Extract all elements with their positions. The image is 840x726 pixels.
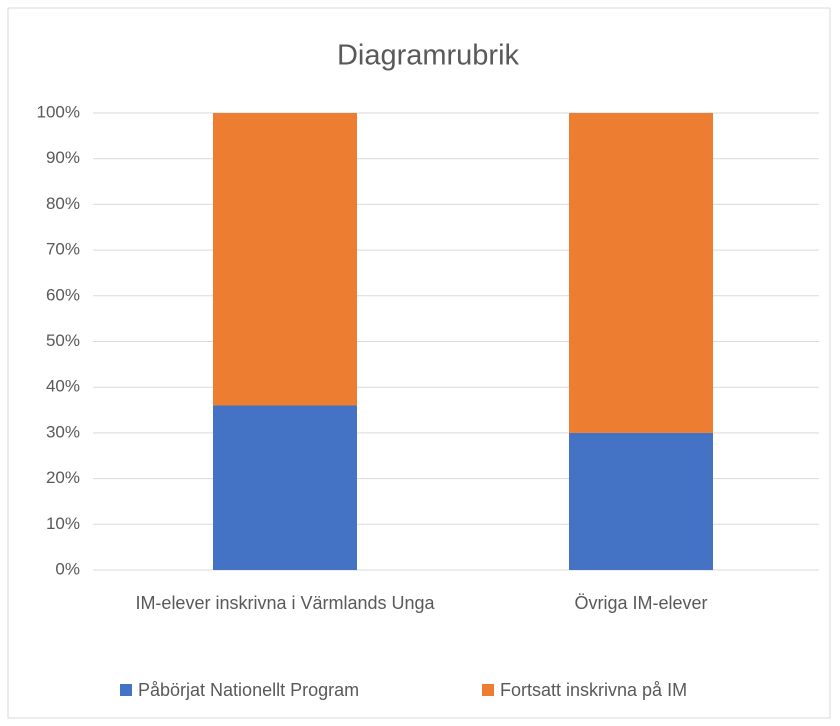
y-tick-label: 20% [46,468,80,487]
y-tick-label: 80% [46,194,80,213]
bar-segment [569,432,713,570]
y-tick-label: 100% [37,102,80,121]
y-tick-label: 50% [46,331,80,350]
legend-swatch [482,684,494,696]
y-tick-label: 30% [46,422,80,441]
legend-label: Påbörjat Nationellt Program [138,680,359,700]
bar-segment [569,113,713,433]
y-tick-label: 90% [46,148,80,167]
legend-swatch [120,684,132,696]
y-tick-label: 60% [46,285,80,304]
bar-segment [213,405,357,570]
y-tick-label: 10% [46,514,80,533]
y-tick-label: 0% [55,559,80,578]
y-tick-label: 40% [46,377,80,396]
bar-segment [213,113,357,406]
chart-title: Diagramrubrik [337,40,520,72]
x-tick-label: Övriga IM-elever [574,593,708,613]
y-tick-label: 70% [46,240,80,259]
legend-label: Fortsatt inskrivna på IM [500,680,687,700]
x-tick-label: IM-elever inskrivna i Värmlands Unga [135,593,435,613]
